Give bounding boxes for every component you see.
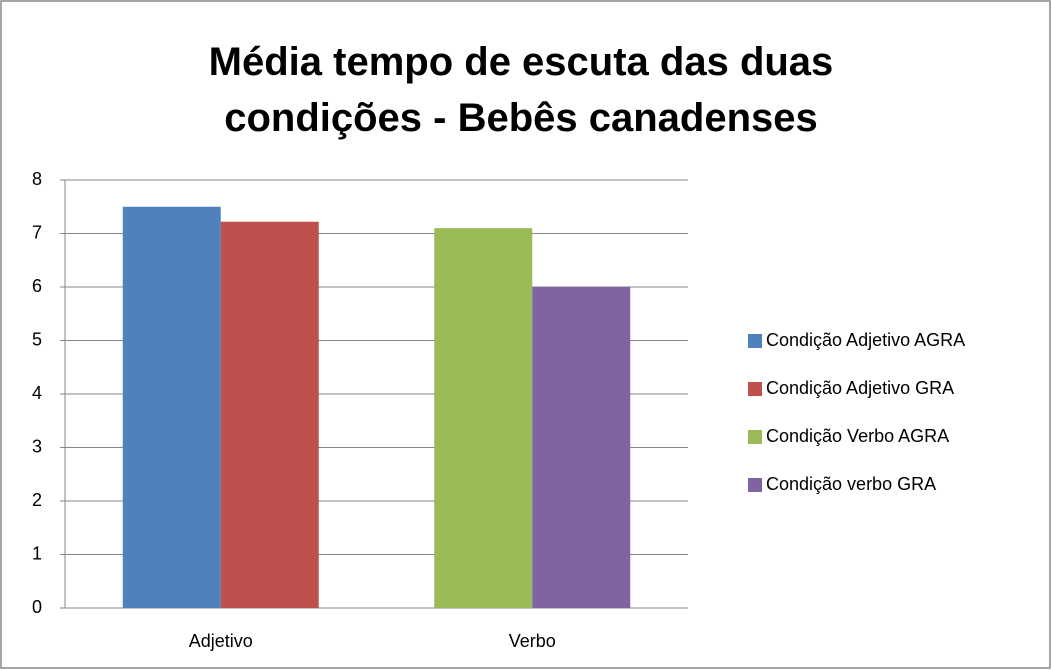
y-tick-label: 0 bbox=[32, 597, 42, 617]
bar bbox=[532, 287, 631, 608]
legend-label: Condição Adjetivo AGRA bbox=[766, 330, 965, 350]
bar bbox=[220, 221, 319, 609]
legend-swatch bbox=[748, 334, 762, 348]
legend-label: Condição Verbo AGRA bbox=[766, 426, 949, 446]
legend-swatch bbox=[748, 430, 762, 444]
legend-label: Condição Adjetivo GRA bbox=[766, 378, 954, 398]
legend-label: Condição verbo GRA bbox=[766, 474, 936, 494]
y-tick-label: 3 bbox=[32, 436, 42, 456]
y-tick-label: 5 bbox=[32, 329, 42, 349]
y-tick-label: 1 bbox=[32, 543, 42, 563]
y-tick-label: 6 bbox=[32, 276, 42, 296]
chart-title: Média tempo de escuta das duas condições… bbox=[208, 40, 834, 140]
y-tick-label: 2 bbox=[32, 490, 42, 510]
bar bbox=[434, 228, 533, 608]
y-tick-label: 7 bbox=[32, 222, 42, 242]
bar bbox=[122, 206, 221, 608]
x-tick-label: Verbo bbox=[509, 631, 556, 651]
y-tick-label: 4 bbox=[32, 383, 42, 403]
legend-swatch bbox=[748, 382, 762, 396]
x-tick-label: Adjetivo bbox=[189, 631, 253, 651]
legend-swatch bbox=[748, 478, 762, 492]
y-tick-label: 8 bbox=[32, 169, 42, 189]
